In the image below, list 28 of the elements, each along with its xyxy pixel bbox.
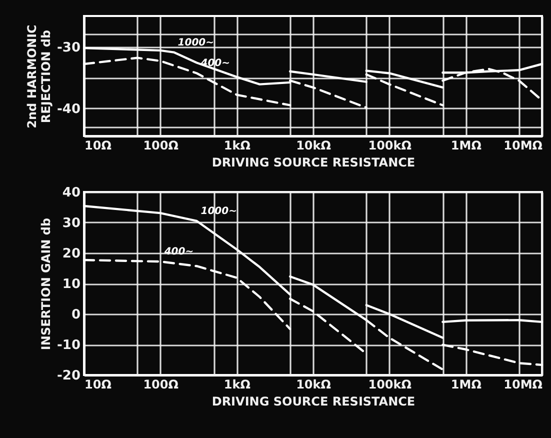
x-tick-label: 100kΩ <box>368 378 412 392</box>
x-axis-title: DRIVING SOURCE RESISTANCE <box>212 394 416 408</box>
x-tick-label: 100Ω <box>143 138 178 152</box>
x-tick-label: 10kΩ <box>296 378 331 392</box>
x-axis-title: DRIVING SOURCE RESISTANCE <box>212 156 416 170</box>
x-tick-label: 10MΩ <box>504 378 542 392</box>
x-tick-label: 1kΩ <box>224 138 250 152</box>
x-tick-label: 100kΩ <box>368 138 412 152</box>
annotation: 1000~ <box>178 37 214 48</box>
x-tick-label: 10MΩ <box>504 138 542 152</box>
y-axis-title: INSERTION GAIN db <box>39 218 54 350</box>
y-tick-label: -40 <box>57 102 80 117</box>
x-tick-label: 10Ω <box>84 378 112 392</box>
y-tick-label: 20 <box>62 246 80 262</box>
y-tick-label: -10 <box>57 338 80 353</box>
x-tick-label: 1MΩ <box>450 378 482 392</box>
y-tick-label: 0 <box>71 308 80 322</box>
y-tick-label: 30 <box>62 216 80 231</box>
x-tick-label: 1kΩ <box>224 378 250 392</box>
y-axis-title: 2nd HARMONIC REJECTION db <box>25 24 54 128</box>
x-tick-label: 100Ω <box>143 378 178 392</box>
x-tick-label: 1MΩ <box>450 138 482 152</box>
y-tick-label: -30 <box>57 40 80 56</box>
x-tick-label: 10kΩ <box>296 138 331 152</box>
y-tick-label: 40 <box>62 186 80 200</box>
x-tick-label: 10Ω <box>84 138 112 152</box>
y-tick-label: -20 <box>57 368 80 384</box>
y-tick-label: 10 <box>62 277 80 292</box>
